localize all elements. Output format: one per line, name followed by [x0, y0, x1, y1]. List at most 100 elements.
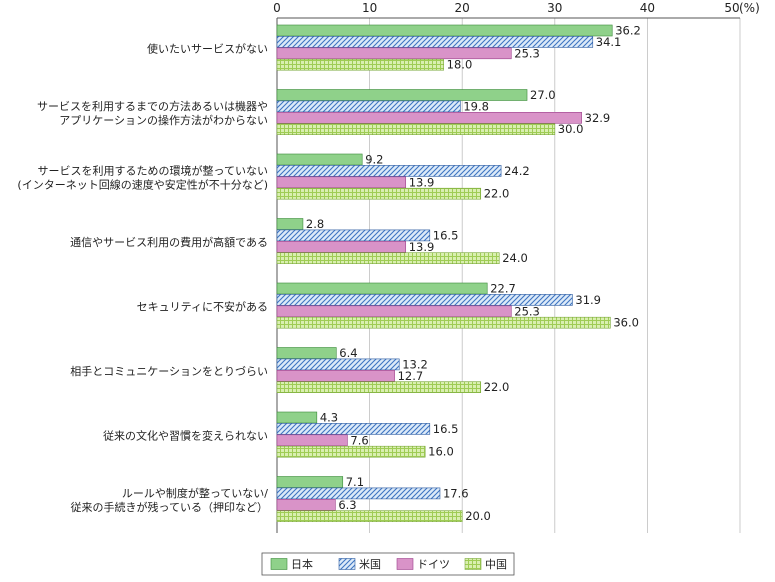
category-label: 使いたいサービスがない: [147, 42, 268, 56]
bar-ドイツ: [276, 112, 582, 124]
bar-ドイツ: [276, 369, 395, 382]
bar-米国: [276, 229, 431, 242]
bar-中国: [276, 510, 463, 523]
x-axis-unit: (%): [739, 1, 760, 15]
bar-日本: [276, 153, 363, 166]
value-label: 17.6: [443, 486, 469, 500]
value-label: 16.0: [428, 445, 454, 459]
bar-米国: [276, 165, 502, 177]
legend-label-中国: 中国: [485, 558, 507, 571]
value-label: 9.2: [365, 153, 383, 167]
axis-tick-labels: 0 10 20 30 40 50 (%): [273, 1, 760, 15]
x-tick-label-40: 40: [640, 1, 655, 15]
value-label: 22.0: [484, 187, 510, 201]
category-label: 通信やサービス利用の費用が高額である: [70, 235, 268, 249]
category-label: セキュリティに不安がある: [137, 300, 268, 314]
category-label-line: 従来の手続きが残っている（押印など）: [71, 500, 268, 514]
bar-中国: [276, 187, 482, 200]
category-label-line: アプリケーションの操作方法がわからない: [59, 113, 268, 127]
value-label: 25.3: [514, 304, 540, 318]
category-label-line: サービスを利用するための環境が整っていない: [38, 164, 268, 178]
legend-swatch-ドイツ: [396, 558, 414, 570]
value-label: 27.0: [530, 88, 556, 102]
bar-日本: [276, 347, 337, 359]
x-tick-label-10: 10: [362, 1, 377, 15]
value-label: 7.6: [350, 433, 368, 447]
value-label: 12.7: [398, 369, 424, 383]
value-label: 7.1: [346, 475, 364, 489]
category-label-line: セキュリティに不安がある: [137, 300, 268, 314]
bar-日本: [276, 282, 488, 295]
value-label: 13.2: [402, 357, 428, 371]
value-label: 32.9: [585, 111, 611, 125]
bar-中国: [276, 58, 444, 71]
value-label: 16.5: [433, 228, 459, 242]
value-labels: 36.234.1 25.3 18.0 27.0 19.8 32.930.0 9.2 24.2 1…: [306, 24, 641, 524]
value-label: 20.0: [465, 509, 491, 523]
x-tick-label-30: 30: [547, 1, 562, 15]
legend: 日本 米国 ドイツ 中国: [261, 552, 515, 576]
bar-米国: [276, 423, 431, 435]
x-tick-label-20: 20: [455, 1, 470, 15]
bar-日本: [276, 411, 318, 424]
category-label-line: 相手とコミュニケーションをとりづらい: [70, 364, 268, 378]
category-label-line: 通信やサービス利用の費用が高額である: [70, 235, 268, 249]
bar-中国: [276, 252, 500, 264]
bar-中国: [276, 123, 556, 135]
bar-中国: [276, 445, 426, 458]
category-label-line: サービスを利用するまでの方法あるいは機器や: [37, 99, 268, 113]
category-label: ルールや制度が整っていない/従来の手続きが残っている（押印など）: [71, 486, 269, 514]
bar-米国: [276, 358, 400, 371]
category-label-line: ルールや制度が整っていない/: [122, 486, 268, 500]
bars: [276, 24, 613, 523]
legend-label-米国: 米国: [359, 558, 381, 571]
bar-中国: [276, 316, 611, 329]
value-label: 18.0: [447, 58, 473, 72]
value-label: 6.4: [339, 346, 357, 360]
value-label: 22.0: [484, 380, 510, 394]
bar-日本: [276, 476, 344, 488]
legend-swatch-日本: [270, 558, 288, 570]
bar-日本: [276, 89, 528, 101]
category-labels: 使いたいサービスがないサービスを利用するまでの方法あるいは機器やアプリケーション…: [17, 42, 268, 515]
bar-米国: [276, 487, 441, 500]
bar-米国: [276, 36, 594, 48]
bar-日本: [276, 24, 613, 37]
value-label: 24.2: [504, 164, 530, 178]
value-label: 6.3: [338, 498, 356, 512]
value-label: 2.8: [306, 217, 324, 231]
bar-ドイツ: [276, 498, 336, 511]
value-label: 13.9: [409, 175, 435, 189]
x-tick-label-0: 0: [273, 1, 281, 15]
value-label: 25.3: [514, 46, 540, 60]
bar-ドイツ: [276, 434, 348, 447]
value-label: 24.0: [502, 251, 528, 265]
bar-ドイツ: [276, 305, 512, 318]
category-label: サービスを利用するための環境が整っていない(インターネット回線の速度や安定性が不…: [17, 164, 268, 192]
value-label: 4.3: [320, 411, 338, 425]
category-label-line: (インターネット回線の速度や安定性が不十分など): [17, 178, 268, 192]
value-label: 22.7: [490, 282, 516, 296]
legend-swatch-米国: [338, 558, 356, 570]
bar-ドイツ: [276, 241, 407, 253]
value-label: 36.2: [615, 24, 641, 38]
legend-box: [261, 552, 515, 576]
bar-日本: [276, 218, 304, 230]
value-label: 34.1: [596, 35, 622, 49]
value-label: 19.8: [463, 99, 489, 113]
bar-米国: [276, 294, 573, 306]
category-label-line: 従来の文化や習慣を変えられない: [103, 429, 268, 443]
value-label: 13.9: [409, 240, 435, 254]
legend-label-日本: 日本: [291, 557, 313, 571]
value-label: 16.5: [433, 422, 459, 436]
legend-label-ドイツ: ドイツ: [417, 558, 450, 571]
x-tick-label-50: 50: [724, 1, 739, 15]
category-label: 従来の文化や習慣を変えられない: [103, 429, 268, 443]
legend-swatch-中国: [464, 558, 482, 570]
bar-ドイツ: [276, 47, 512, 60]
value-label: 36.0: [613, 316, 639, 330]
category-label-line: 使いたいサービスがない: [147, 42, 268, 56]
bar-米国: [276, 100, 461, 113]
category-label: サービスを利用するまでの方法あるいは機器やアプリケーションの操作方法がわからない: [37, 99, 268, 127]
